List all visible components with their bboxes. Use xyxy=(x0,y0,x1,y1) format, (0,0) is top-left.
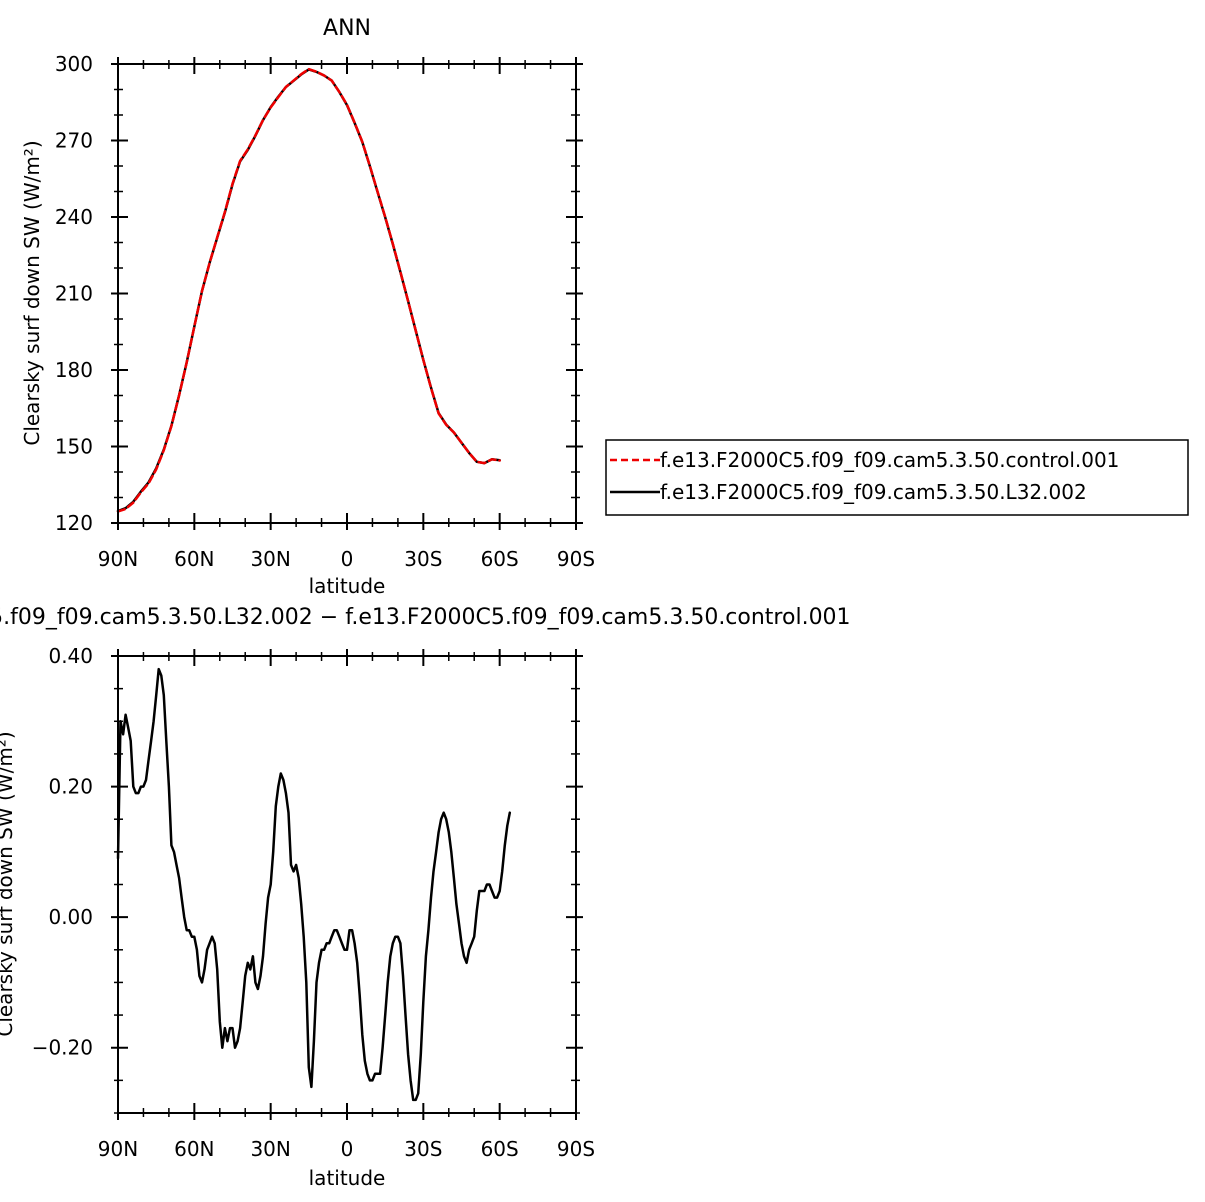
y-tick-label: 0.40 xyxy=(48,644,93,668)
series-line-0 xyxy=(116,67,501,513)
legend-label-control: f.e13.F2000C5.f09_f09.cam5.3.50.control.… xyxy=(660,448,1119,472)
y-tick-label: 0.00 xyxy=(48,905,93,929)
difference-chart-title: f.e13.F2000C5.f09_f09.cam5.3.50.L32.002 … xyxy=(0,605,851,630)
legend-box xyxy=(605,439,1189,516)
x-tick-label: 60S xyxy=(481,547,519,571)
x-tick-label: 30S xyxy=(404,1137,442,1161)
y-axis-label: Clearsky surf down SW (W/m²) xyxy=(20,140,44,445)
y-tick-label: 0.20 xyxy=(48,775,93,799)
plot-frame xyxy=(117,655,577,1114)
plot-frame xyxy=(117,63,577,524)
x-tick-label: 90S xyxy=(557,547,595,571)
chart-title: ANN xyxy=(323,16,371,41)
y-tick-label: 300 xyxy=(55,52,93,76)
x-tick-label: 90N xyxy=(98,1137,138,1161)
x-axis-label: latitude xyxy=(309,574,386,598)
series-lines xyxy=(116,667,512,1102)
y-tick-label: −0.20 xyxy=(32,1036,93,1060)
tick-marks xyxy=(111,649,583,1120)
y-tick-labels: −0.20 0.00 0.20 0.40 xyxy=(32,644,93,1060)
y-tick-label: 180 xyxy=(55,358,93,382)
tick-marks xyxy=(111,57,583,530)
x-tick-label: 0 xyxy=(341,547,354,571)
x-tick-labels: 90N 60N 30N 0 30S 60S 90S xyxy=(98,1137,595,1161)
y-tick-labels: 120 150 180 210 240 270 300 xyxy=(55,52,93,535)
x-tick-label: 60N xyxy=(174,1137,214,1161)
y-tick-label: 240 xyxy=(55,205,93,229)
legend-label-l32: f.e13.F2000C5.f09_f09.cam5.3.50.L32.002 xyxy=(660,480,1087,504)
x-tick-label: 60N xyxy=(174,547,214,571)
climatology-panel: ANN 120 150 180 210 240 270 300 90N 60N 30N 0 30S 6… xyxy=(20,16,595,598)
x-tick-label: 0 xyxy=(341,1137,354,1161)
y-axis-label: Clearsky surf down SW (W/m²) xyxy=(0,731,17,1036)
y-tick-label: 150 xyxy=(55,435,93,459)
y-tick-label: 120 xyxy=(55,511,93,535)
series-line-0 xyxy=(116,667,512,1102)
y-tick-label: 270 xyxy=(55,129,93,153)
difference-panel: f.e13.F2000C5.f09_f09.cam5.3.50.L32.002 … xyxy=(0,605,851,1190)
x-tick-label: 90N xyxy=(98,547,138,571)
x-tick-labels: 90N 60N 30N 0 30S 60S 90S xyxy=(98,547,595,571)
series-lines xyxy=(116,67,501,513)
x-tick-label: 30N xyxy=(250,1137,290,1161)
x-tick-label: 30N xyxy=(250,547,290,571)
x-tick-label: 60S xyxy=(481,1137,519,1161)
series-line-1 xyxy=(116,68,501,513)
legend: f.e13.F2000C5.f09_f09.cam5.3.50.control.… xyxy=(605,439,1189,516)
x-tick-label: 30S xyxy=(404,547,442,571)
x-axis-label: latitude xyxy=(309,1166,386,1190)
y-tick-label: 210 xyxy=(55,282,93,306)
x-tick-label: 90S xyxy=(557,1137,595,1161)
